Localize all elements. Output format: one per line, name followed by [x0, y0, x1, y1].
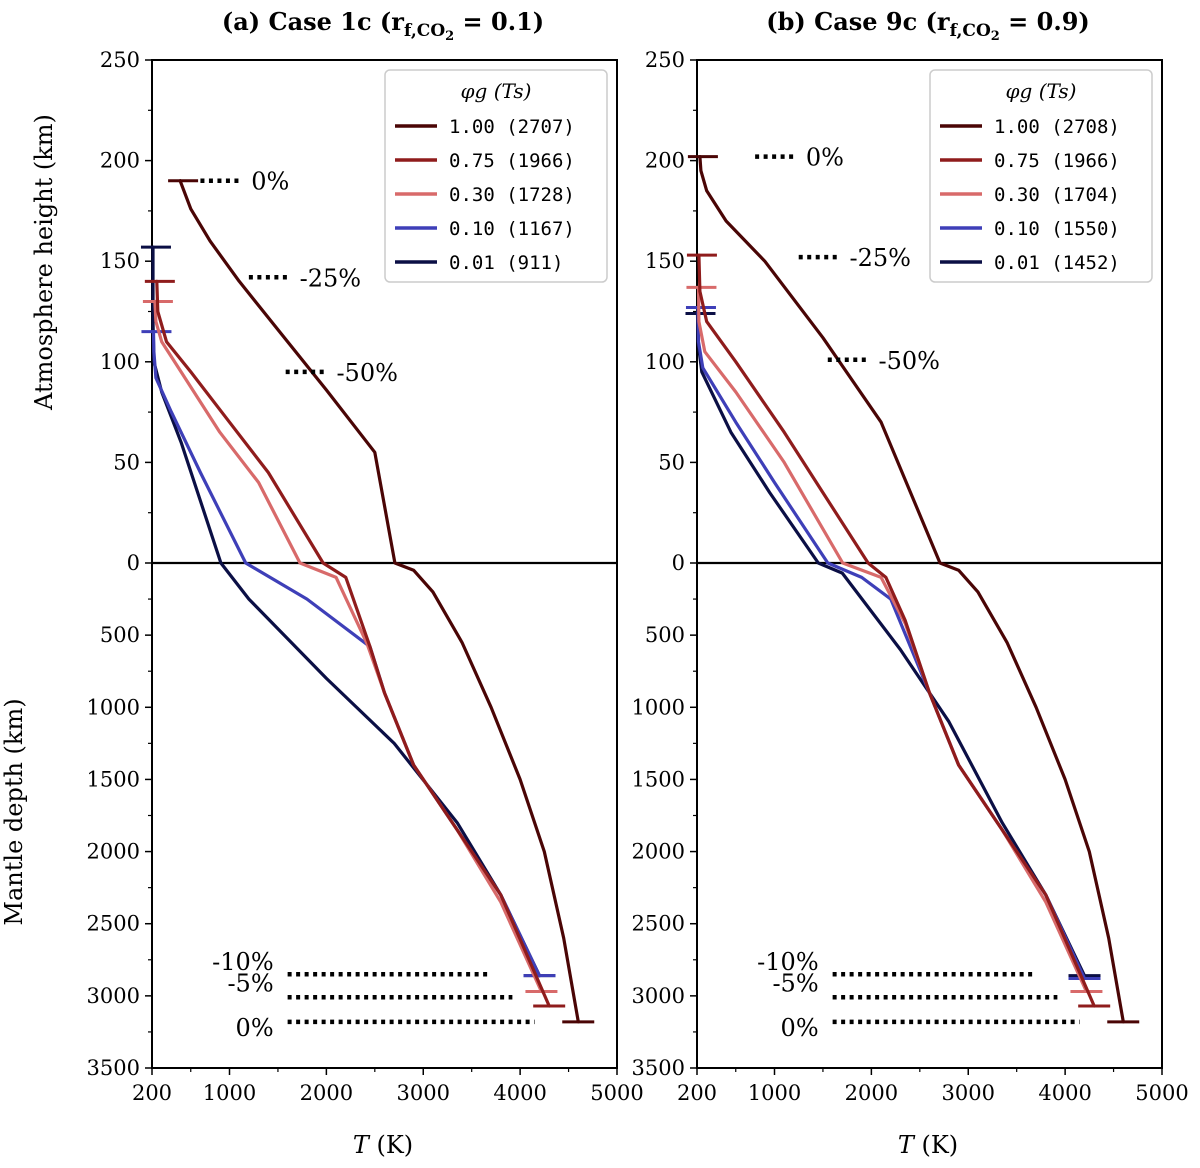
legend-entry: 0.30 (1728) — [449, 184, 575, 206]
atmosphere-fraction-label: -25% — [300, 264, 361, 292]
series-line — [178, 179, 580, 1024]
y-tick-label: 150 — [100, 249, 140, 273]
y-tick-label: 3000 — [632, 984, 685, 1008]
y-tick-label: 2500 — [632, 912, 685, 936]
legend-entry: 0.30 (1704) — [994, 184, 1120, 206]
x-tick-label: 2000 — [845, 1081, 898, 1105]
y-tick-label: 250 — [645, 48, 685, 72]
panel-case-9c: (b) Case 9c (rf,CO2 = 0.9) T (K) 200 1000… — [632, 7, 1189, 1159]
y-tick-label: 1500 — [87, 767, 140, 791]
x-tick-label: 4000 — [1038, 1081, 1091, 1105]
legend-entry: 1.00 (2707) — [449, 116, 575, 138]
atmosphere-fraction-label: -50% — [336, 359, 397, 387]
y-tick-label: 50 — [658, 450, 685, 474]
panel-title: (a) Case 1c (rf,CO2 = 0.1) — [222, 7, 544, 44]
mantle-fraction-label: -5% — [772, 969, 818, 997]
x-tick-label: 3000 — [942, 1081, 995, 1105]
y-tick-label: 100 — [645, 350, 685, 374]
series-line — [695, 311, 1087, 978]
legend-entry: 0.10 (1167) — [449, 218, 575, 240]
mantle-fraction-label: -10% — [212, 948, 273, 976]
y-tick-label: 50 — [113, 450, 140, 474]
x-tick-label: 5000 — [1135, 1081, 1188, 1105]
y-tick-label: 2500 — [87, 912, 140, 936]
legend-entry: 0.10 (1550) — [994, 218, 1120, 240]
x-tick-label: 1000 — [203, 1081, 256, 1105]
ylabel-atmosphere: Atmosphere height (km) — [30, 114, 58, 411]
series-line — [698, 155, 1125, 1024]
atmosphere-fraction-label: 0% — [251, 168, 289, 196]
y-tick-label: 200 — [645, 149, 685, 173]
y-tick-label: 200 — [100, 149, 140, 173]
legend-entry: 0.01 (911) — [449, 252, 563, 274]
legend-entry: 1.00 (2708) — [994, 116, 1120, 138]
legend-entry: 0.01 (1452) — [994, 252, 1120, 274]
y-tick-label: 3000 — [87, 984, 140, 1008]
legend-title: φg (Ts) — [1006, 79, 1077, 103]
series-line — [153, 299, 544, 994]
series-line — [151, 330, 542, 978]
series-line — [696, 305, 1087, 981]
y-tick-label: 0 — [672, 551, 685, 575]
legend-entry: 0.75 (1966) — [449, 150, 575, 172]
y-tick-label: 500 — [645, 623, 685, 647]
mantle-fraction-label: 0% — [781, 1014, 819, 1042]
atmosphere-fraction-label: -50% — [879, 347, 940, 375]
x-tick-label: 4000 — [493, 1081, 546, 1105]
y-tick-label: 3500 — [87, 1056, 140, 1080]
y-tick-label: 3500 — [632, 1056, 685, 1080]
x-tick-label: 200 — [677, 1081, 717, 1105]
legend-title: φg (Ts) — [461, 79, 532, 103]
y-tick-label: 0 — [127, 551, 140, 575]
x-tick-label: 2000 — [300, 1081, 353, 1105]
y-tick-label: 2000 — [87, 840, 140, 864]
panel-title: (b) Case 9c (rf,CO2 = 0.9) — [766, 7, 1090, 44]
y-tick-label: 1000 — [87, 695, 140, 719]
x-tick-label: 3000 — [397, 1081, 450, 1105]
series-line — [697, 253, 1096, 1008]
legend-box — [384, 69, 608, 283]
legend-box — [929, 69, 1153, 283]
mantle-fraction-label: -5% — [227, 969, 273, 997]
y-tick-label: 1500 — [632, 767, 685, 791]
x-tick-label: 5000 — [590, 1081, 643, 1105]
legend-entry: 0.75 (1966) — [994, 150, 1120, 172]
mantle-fraction-label: -10% — [757, 948, 818, 976]
panel-case-1c: (a) Case 1c (rf,CO2 = 0.1) T (K) 200 1000… — [87, 7, 644, 1159]
y-tick-label: 250 — [100, 48, 140, 72]
y-tick-label: 2000 — [632, 840, 685, 864]
y-tick-label: 100 — [100, 350, 140, 374]
atmosphere-fraction-label: -25% — [849, 244, 910, 272]
y-tick-label: 1000 — [632, 695, 685, 719]
x-axis-label: T (K) — [898, 1131, 958, 1159]
series-line — [155, 279, 551, 1008]
x-tick-label: 200 — [132, 1081, 172, 1105]
y-tick-label: 150 — [645, 249, 685, 273]
x-axis-label: T (K) — [353, 1131, 413, 1159]
y-tick-label: 500 — [100, 623, 140, 647]
ylabel-mantle: Mantle depth (km) — [0, 698, 28, 925]
x-tick-label: 1000 — [748, 1081, 801, 1105]
mantle-fraction-label: 0% — [236, 1014, 274, 1042]
atmosphere-fraction-label: 0% — [806, 144, 844, 172]
